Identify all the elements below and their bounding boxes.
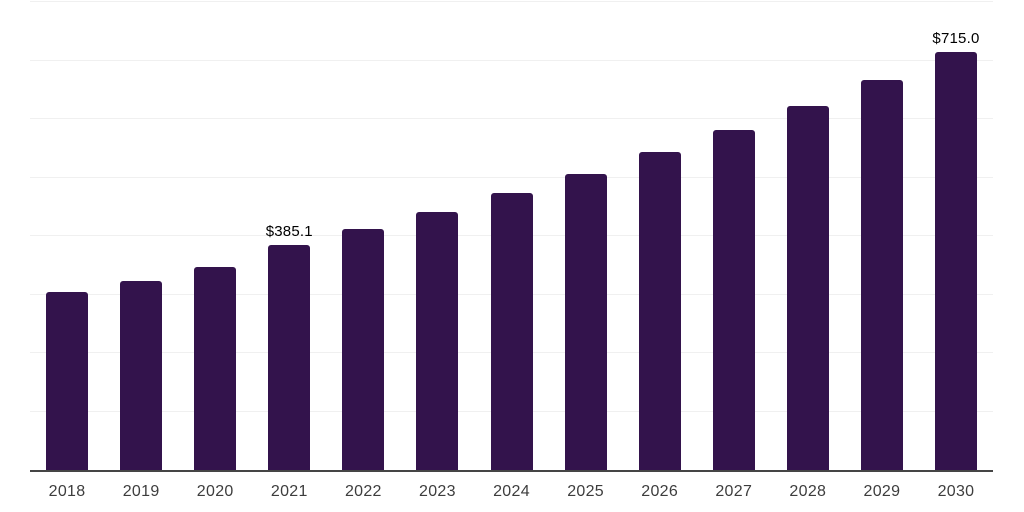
- x-tick-label-2022: 2022: [344, 483, 382, 500]
- bar-series: $385.1 $715.0: [30, 2, 993, 470]
- x-tick-label-2026: 2026: [641, 483, 679, 500]
- gridline-800: [30, 1, 993, 2]
- bar-2026: [638, 152, 681, 470]
- x-tick-label-2018: 2018: [48, 483, 86, 500]
- bar-2029: [860, 79, 903, 470]
- bar-group-2023: [400, 2, 474, 470]
- bar-2019: [120, 280, 163, 470]
- bar-group-2024: [474, 2, 548, 470]
- x-tick-label-2030: 2030: [937, 483, 975, 500]
- x-tick-label-2028: 2028: [789, 483, 827, 500]
- gridline-500: [30, 176, 993, 178]
- gridline-700: [30, 59, 993, 61]
- gridline-600: [30, 118, 993, 119]
- bar-group-2019: [104, 2, 178, 470]
- bar-2018: [46, 292, 89, 470]
- x-axis-tick-labels: 2018 2019 2020 2021 2022 2023 2024 2025 2026 2027…: [30, 483, 993, 501]
- bar-group-2027: [697, 2, 771, 470]
- x-tick-label-2019: 2019: [122, 483, 160, 500]
- bar-group-2018: [30, 2, 104, 470]
- bar-group-2025: [549, 2, 623, 470]
- bar-2023: [416, 211, 459, 470]
- bar-group-2022: [326, 2, 400, 470]
- x-tick-label-2029: 2029: [863, 483, 901, 500]
- bar-group-2021: $385.1: [252, 2, 326, 470]
- bar-2025: [564, 173, 607, 470]
- plot-area: $385.1 $715.0: [30, 1, 993, 470]
- bar-group-2026: [623, 2, 697, 470]
- bar-2030: [934, 51, 977, 470]
- bar-value-label-2030: $715.0: [932, 29, 980, 47]
- bar-group-2030: $715.0: [919, 2, 993, 470]
- bar-2022: [342, 228, 385, 470]
- bar-2028: [786, 105, 829, 470]
- x-axis-line: [30, 470, 993, 472]
- x-tick-label-2020: 2020: [196, 483, 234, 500]
- bar-2024: [490, 193, 533, 470]
- x-tick-label-2027: 2027: [715, 483, 753, 500]
- bar-value-label-2021: $385.1: [265, 222, 313, 240]
- x-tick-label-2025: 2025: [567, 483, 604, 500]
- x-tick-label-2021: 2021: [270, 483, 308, 500]
- bar-group-2029: [845, 2, 919, 470]
- bar-group-2020: [178, 2, 252, 470]
- bar-2027: [712, 129, 755, 470]
- bar-2020: [194, 267, 237, 470]
- bar-group-2028: [771, 2, 845, 470]
- x-tick-label-2023: 2023: [419, 483, 456, 500]
- bar-2021: [268, 244, 311, 470]
- x-tick-label-2024: 2024: [493, 483, 530, 500]
